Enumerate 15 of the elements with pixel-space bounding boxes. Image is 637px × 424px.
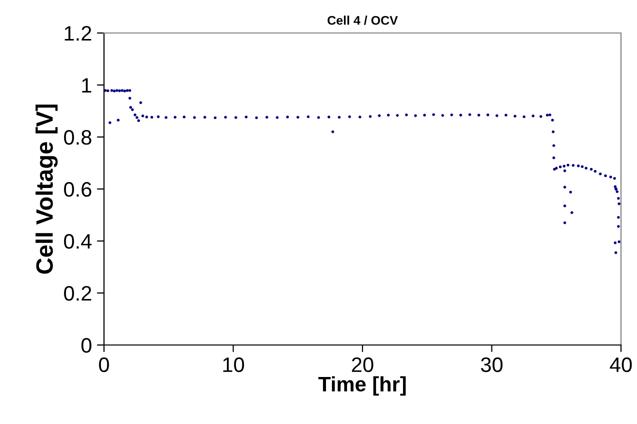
y-tick-label: 0.8 — [64, 130, 92, 145]
y-tick-label: 0.2 — [64, 286, 92, 301]
x-tick-label: 30 — [480, 357, 503, 372]
x-tick-label: 20 — [352, 357, 374, 372]
x-tick-label: 40 — [610, 357, 632, 372]
y-tick-label: 1.2 — [64, 26, 92, 41]
y-tick-label: 0.6 — [64, 182, 92, 197]
y-tick-label: 0 — [81, 338, 92, 353]
x-axis-title: Time [hr] — [318, 376, 406, 396]
x-tick-label: 0 — [99, 357, 109, 372]
x-tick-label: 10 — [223, 357, 244, 372]
y-tick-label: 0.4 — [64, 234, 92, 249]
chart-title: Cell 4 / OCV — [328, 16, 398, 25]
y-tick-label: 1 — [82, 78, 92, 93]
y-axis-title: Cell Voltage [V] — [36, 104, 58, 274]
